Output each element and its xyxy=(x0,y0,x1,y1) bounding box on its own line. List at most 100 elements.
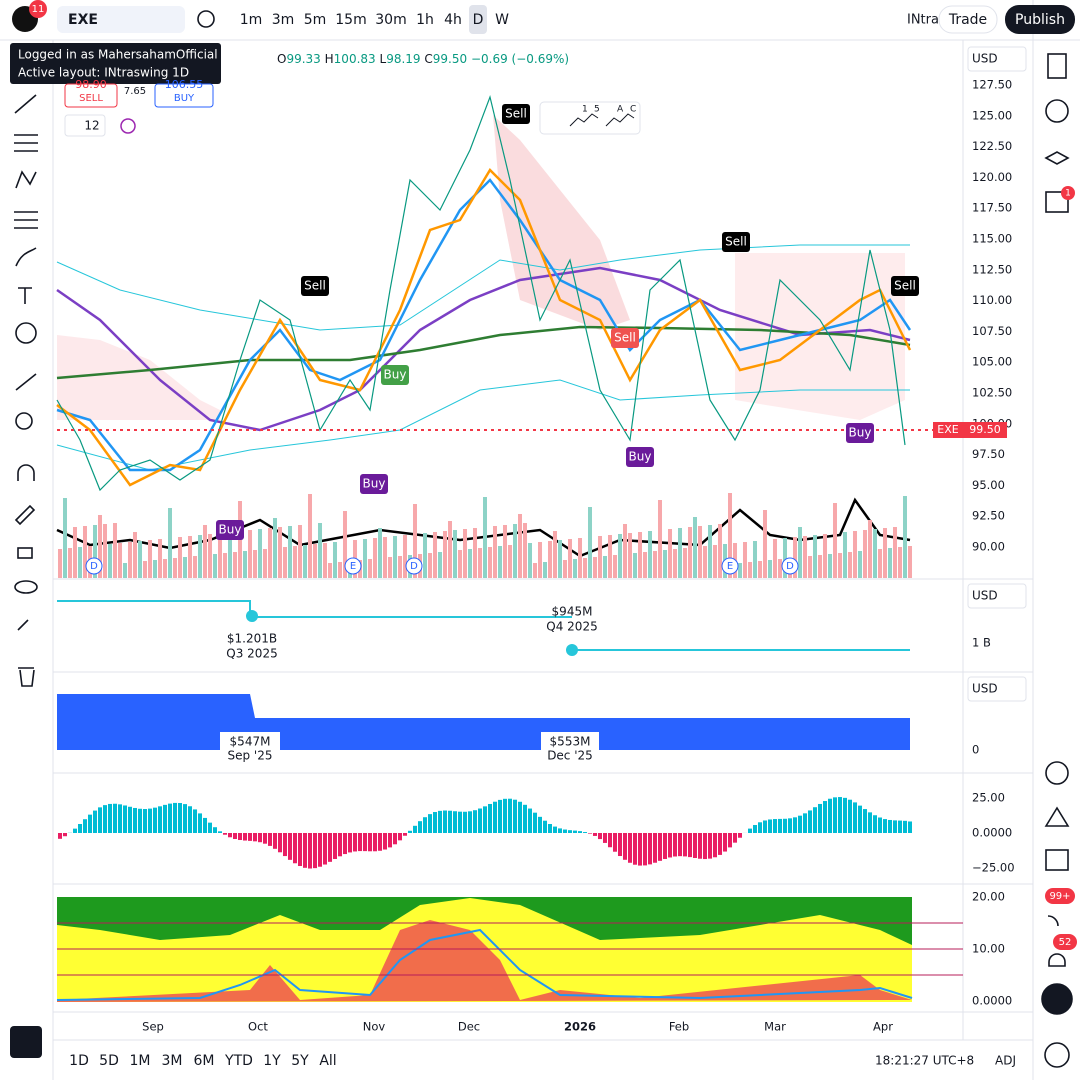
volume-bar xyxy=(843,532,847,578)
volume-bar xyxy=(803,536,807,578)
osc-bar xyxy=(248,833,252,841)
interval[interactable]: 15m xyxy=(335,12,366,28)
pattern-label: A xyxy=(617,105,624,115)
osc-bar xyxy=(848,800,852,833)
osc-bar xyxy=(663,833,667,859)
osc-bar xyxy=(618,833,622,856)
osc-bar xyxy=(568,830,572,833)
osc-bar xyxy=(178,803,182,833)
osc-bar xyxy=(58,833,62,839)
interval[interactable]: D xyxy=(473,12,484,28)
volume-bar xyxy=(223,553,227,578)
osc-bar xyxy=(83,819,87,833)
volume-bar xyxy=(683,548,687,578)
volume-bar xyxy=(653,551,657,578)
drawing-tools[interactable] xyxy=(14,95,38,686)
change: −0.69 (−0.69%) xyxy=(471,52,569,66)
right-sidebar[interactable] xyxy=(1042,54,1072,1067)
osc-bar xyxy=(213,827,217,833)
volume-bar xyxy=(113,523,117,578)
axis-tick: −25.00 xyxy=(972,861,1015,875)
osc-bar xyxy=(98,807,102,833)
osc-bar xyxy=(338,833,342,856)
interval[interactable]: W xyxy=(495,12,509,28)
range-button[interactable]: 5Y xyxy=(291,1053,309,1069)
volume-bar xyxy=(588,507,592,578)
range-button[interactable]: YTD xyxy=(224,1053,253,1069)
osc-bar xyxy=(603,833,607,843)
volume-bar xyxy=(163,559,167,578)
osc-bar xyxy=(388,833,392,847)
volume-bar xyxy=(518,514,522,578)
volume-bar xyxy=(903,496,907,578)
osc-bar xyxy=(163,805,167,833)
interval[interactable]: 30m xyxy=(375,12,406,28)
volume-bar xyxy=(663,550,667,578)
volume-bar xyxy=(68,548,72,578)
osc-bar xyxy=(153,808,157,833)
volume-bar xyxy=(618,534,622,578)
trade-label: Trade xyxy=(948,12,987,28)
osc-bar xyxy=(798,816,802,833)
osc-bar xyxy=(643,833,647,865)
interval[interactable]: 5m xyxy=(304,12,327,28)
osc-bar xyxy=(298,833,302,866)
range-button[interactable]: 6M xyxy=(194,1053,215,1069)
osc-bar xyxy=(683,833,687,856)
interval[interactable]: 1h xyxy=(416,12,434,28)
osc-bar xyxy=(678,833,682,856)
range-button[interactable]: 5D xyxy=(99,1053,119,1069)
osc-bar xyxy=(753,825,757,833)
value: 99.50 xyxy=(433,52,467,66)
range-button[interactable]: 1D xyxy=(69,1053,89,1069)
osc-bar xyxy=(773,819,777,833)
interval[interactable]: 3m xyxy=(272,12,295,28)
osc-bar xyxy=(478,809,482,833)
volume-bar xyxy=(208,534,212,578)
interval[interactable]: 1m xyxy=(240,12,263,28)
sync-icon[interactable] xyxy=(121,119,135,133)
interval[interactable]: 4h xyxy=(444,12,462,28)
adj-toggle[interactable]: ADJ xyxy=(995,1054,1016,1068)
volume-bar xyxy=(308,494,312,578)
osc-bar xyxy=(718,833,722,855)
favorites[interactable] xyxy=(10,1026,42,1058)
osc-bar xyxy=(443,811,447,833)
osc-bar xyxy=(623,833,627,860)
osc-bar xyxy=(168,804,172,833)
volume-bar xyxy=(453,530,457,578)
range-button[interactable]: 3M xyxy=(162,1053,183,1069)
osc-bar xyxy=(258,833,262,842)
range-button[interactable]: 1Y xyxy=(263,1053,281,1069)
volume-bar xyxy=(398,556,402,578)
osc-bar xyxy=(293,833,297,863)
range-button[interactable]: 1M xyxy=(130,1053,151,1069)
event-label: E xyxy=(727,561,733,572)
volume-bar xyxy=(798,527,802,578)
volume-bar xyxy=(778,559,782,578)
osc-bar xyxy=(223,833,227,835)
volume-bar xyxy=(758,561,762,578)
price-tick: 110.00 xyxy=(972,293,1012,307)
volume-bar xyxy=(363,539,367,578)
label: H xyxy=(325,52,334,66)
range-button[interactable]: All xyxy=(319,1053,336,1069)
layout-name: INtra xyxy=(907,13,939,28)
osc-bar xyxy=(633,833,637,865)
osc-bar xyxy=(458,812,462,833)
volume-bar xyxy=(543,562,547,578)
volume-bar xyxy=(303,545,307,578)
indicator-count: 12 xyxy=(84,119,99,133)
pattern-label: 1 xyxy=(582,105,588,115)
volume-bar xyxy=(118,543,122,578)
osc-bar xyxy=(658,833,662,861)
osc-bar xyxy=(693,833,697,858)
volume-bar xyxy=(183,557,187,578)
volume-bar xyxy=(908,546,912,578)
osc-bar xyxy=(563,830,567,833)
volume-bar xyxy=(858,551,862,578)
clock: 18:21:27 UTC+8 xyxy=(875,1054,974,1068)
osc-bar xyxy=(173,803,177,833)
symbol: EXE xyxy=(68,12,98,28)
time-tick: Apr xyxy=(873,1020,893,1034)
